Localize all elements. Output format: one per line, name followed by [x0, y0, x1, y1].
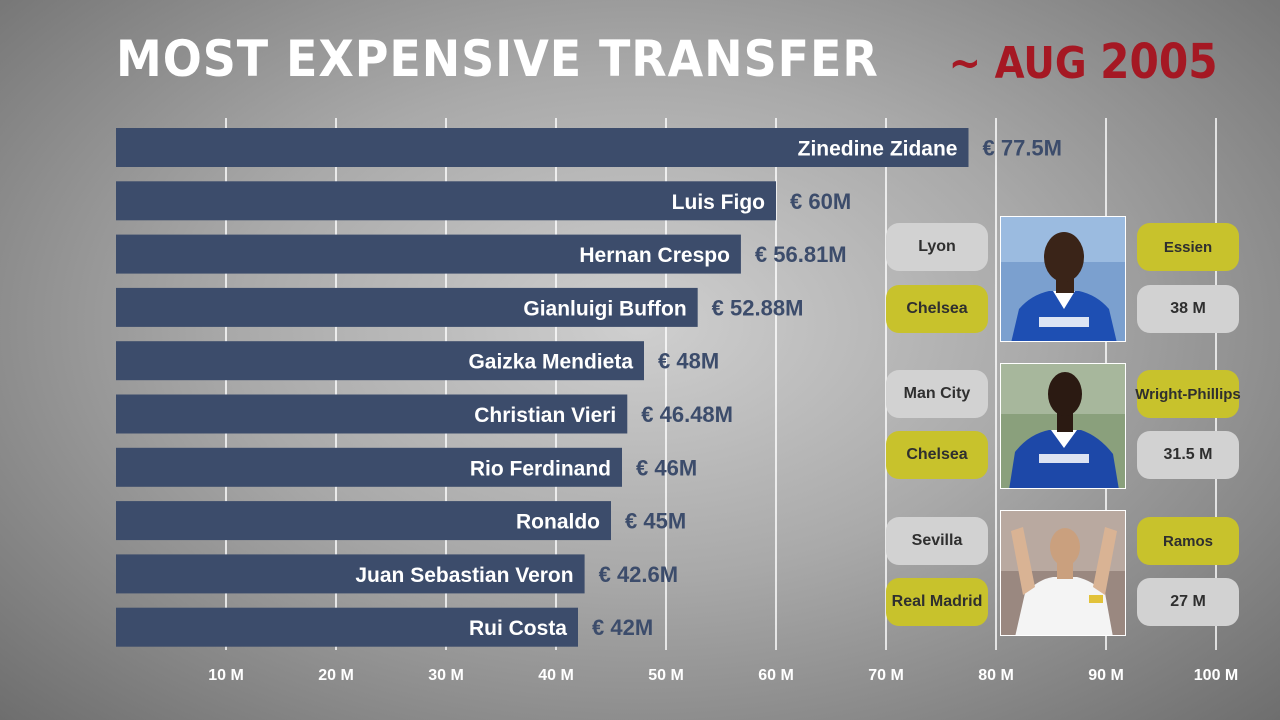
transfer-fee: 27 M: [1137, 578, 1239, 626]
transfer-to-club: Chelsea: [886, 431, 988, 479]
x-tick-label: 90 M: [1088, 667, 1124, 684]
transfer-from-club: Lyon: [886, 223, 988, 271]
bar: [116, 501, 611, 541]
x-tick-label: 40 M: [538, 667, 574, 684]
bar-value-label: € 46M: [636, 455, 697, 480]
x-tick-label: 70 M: [868, 667, 904, 684]
bar-player-label: Christian Vieri: [474, 404, 616, 427]
bar-value-label: € 52.88M: [712, 295, 804, 320]
transfer-player-name: Ramos: [1137, 517, 1239, 565]
transfer-to-club: Chelsea: [886, 285, 988, 333]
bar-player-label: Rui Costa: [469, 617, 567, 640]
transfer-fee: 31.5 M: [1137, 431, 1239, 479]
bar: [116, 341, 644, 381]
bar-value-label: € 45M: [625, 509, 686, 534]
x-axis-ticks: 10 M 20 M 30 M 40 M 50 M 60 M 70 M 80 M 90 M 100 …: [208, 667, 1238, 684]
date-year: 2005: [1100, 34, 1218, 90]
bar-value-label: € 56.81M: [755, 242, 847, 267]
bar-value-label: € 48M: [658, 349, 719, 374]
bar-player-label: Juan Sebastian Veron: [355, 564, 573, 587]
bar-player-label: Luis Figo: [672, 191, 765, 214]
bar-value-label: € 42M: [592, 615, 653, 640]
transfer-fee: 38 M: [1137, 285, 1239, 333]
bar: [116, 287, 698, 327]
x-tick-label: 100 M: [1194, 667, 1238, 684]
bar: [116, 607, 578, 647]
bar-value-label: € 42.6M: [599, 562, 679, 587]
x-tick-label: 10 M: [208, 667, 244, 684]
bar-player-label: Hernan Crespo: [579, 244, 730, 267]
date-prefix: ~ AUG: [949, 38, 1087, 89]
transfer-player-name: Essien: [1137, 223, 1239, 271]
player-photo-ramos: [1000, 510, 1126, 636]
player-photo-essien: [1000, 216, 1126, 342]
x-tick-label: 80 M: [978, 667, 1014, 684]
bar-value-label: € 77.5M: [983, 136, 1063, 161]
x-tick-label: 30 M: [428, 667, 464, 684]
bar-player-label: Zinedine Zidane: [798, 138, 958, 161]
bars: Zinedine Zidane € 77.5M Luis Figo € 60M Hern…: [116, 128, 1062, 647]
transfer-from-club: Man City: [886, 370, 988, 418]
player-photo-wright-phillips: [1000, 363, 1126, 489]
chart-title: MOST EXPENSIVE TRANSFER: [116, 30, 879, 88]
bar-player-label: Gaizka Mendieta: [468, 351, 633, 374]
x-tick-label: 50 M: [648, 667, 684, 684]
bar-value-label: € 60M: [790, 189, 851, 214]
transfer-to-club: Real Madrid: [886, 578, 988, 626]
date-label: ~ AUG 2005: [949, 34, 1218, 90]
bar-player-label: Rio Ferdinand: [470, 457, 611, 480]
transfer-player-name: Wright-Phillips: [1135, 370, 1241, 418]
bar: [116, 234, 741, 274]
bar-player-label: Ronaldo: [516, 511, 600, 534]
bar: [116, 447, 622, 487]
bar-value-label: € 46.48M: [641, 402, 733, 427]
transfer-from-club: Sevilla: [886, 517, 988, 565]
bar-player-label: Gianluigi Buffon: [523, 297, 686, 320]
bar: [116, 128, 969, 167]
x-tick-label: 60 M: [758, 667, 794, 684]
bar: [116, 554, 585, 594]
x-tick-label: 20 M: [318, 667, 354, 684]
bar: [116, 394, 628, 434]
bar: [116, 181, 776, 221]
